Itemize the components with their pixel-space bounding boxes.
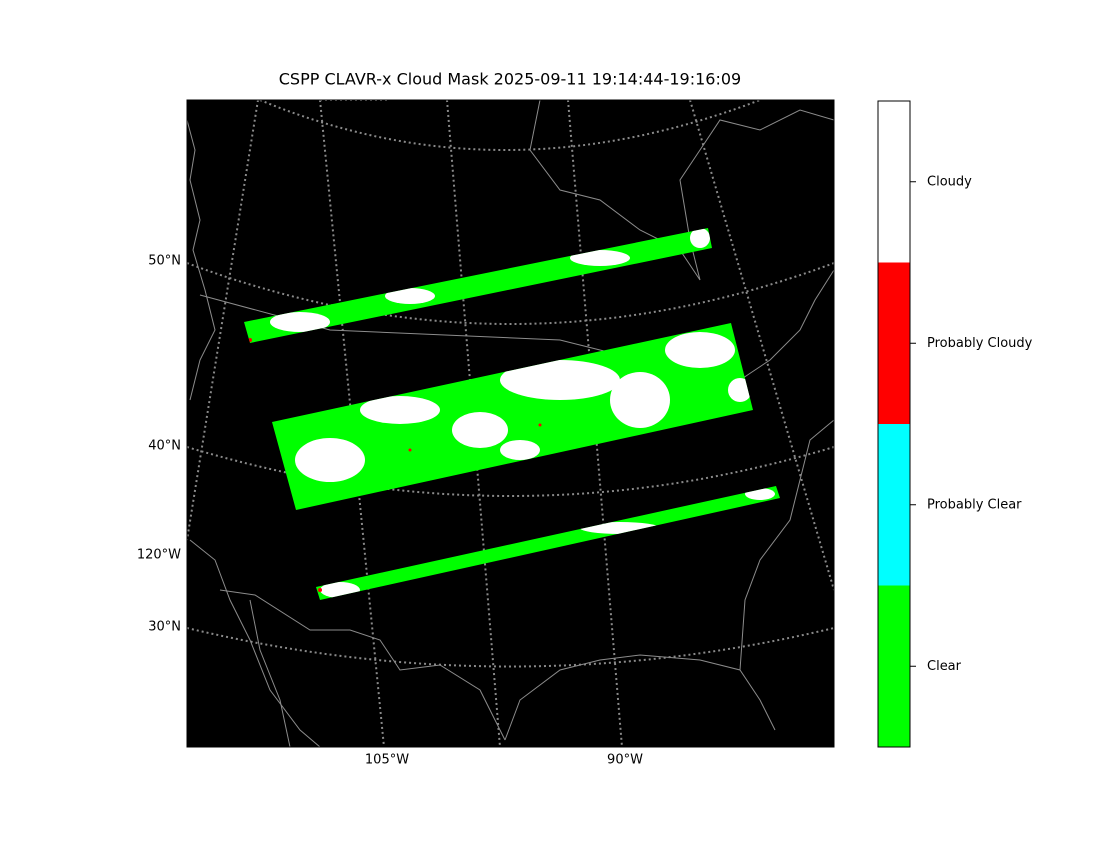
colorbar-label: Probably Clear xyxy=(927,497,1022,512)
colorbar-frame xyxy=(877,100,911,748)
left-label: 50°N xyxy=(148,254,181,269)
colorbar-segment xyxy=(878,424,910,586)
bottom-label: 105°W xyxy=(365,753,409,768)
colorbar-label: Clear xyxy=(927,659,962,674)
map-frame xyxy=(186,99,835,748)
left-label: 40°N xyxy=(148,439,181,454)
map-title: CSPP CLAVR-x Cloud Mask 2025-09-11 19:14… xyxy=(279,70,741,89)
map-labels: 50°N 40°N 120°W 30°N 105°W 90°W xyxy=(137,254,643,768)
left-label: 120°W xyxy=(137,548,181,563)
colorbar-label: Probably Cloudy xyxy=(927,336,1033,351)
colorbar-segment xyxy=(878,262,910,424)
left-label: 30°N xyxy=(148,620,181,635)
colorbar-segment xyxy=(878,585,910,747)
graticule xyxy=(187,100,834,747)
colorbar: Cloudy Probably Cloudy Probably Clear Clear xyxy=(878,101,1033,747)
bottom-label: 90°W xyxy=(607,753,643,768)
colorbar-segment xyxy=(878,101,910,263)
colorbar-label: Cloudy xyxy=(927,174,972,189)
